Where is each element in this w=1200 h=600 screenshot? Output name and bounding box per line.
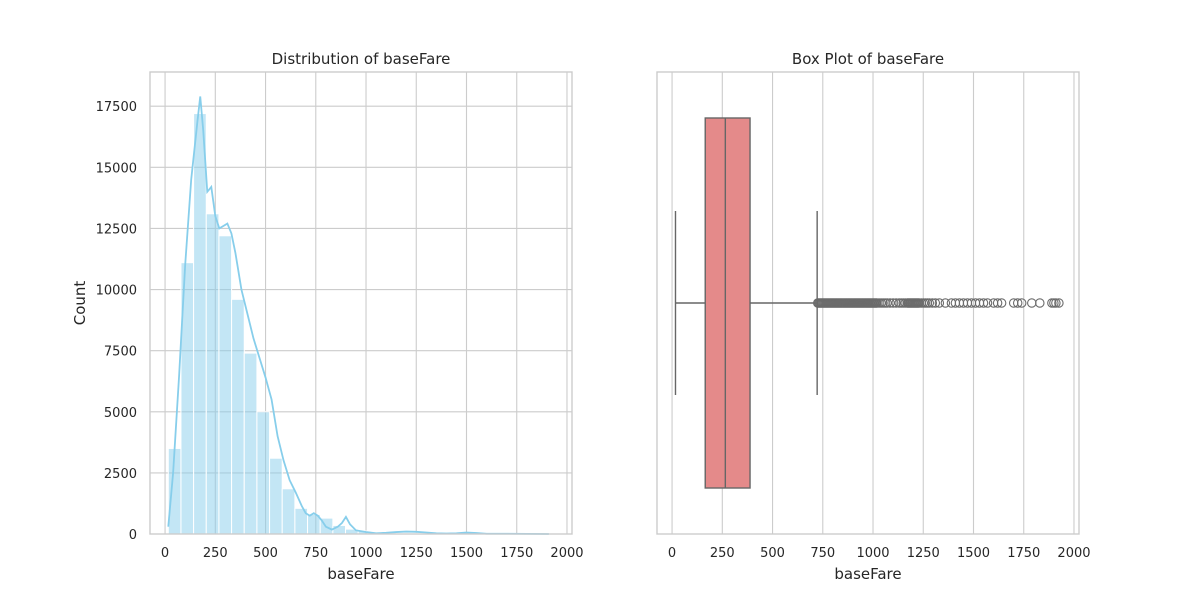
- histogram-y-tick-label: 15000: [96, 161, 137, 176]
- histogram-bar: [332, 524, 347, 535]
- histogram-bar: [193, 113, 207, 535]
- outlier-point: [1027, 298, 1037, 308]
- histogram-bar: [218, 235, 233, 535]
- boxplot-panel: 0 250 500 750 1000 1250 1500 1750 2000 Box Plot …: [656, 50, 1091, 583]
- boxplot-x-tick-label: 0: [668, 546, 676, 561]
- outlier-point: [1049, 298, 1059, 308]
- histogram-y-tick-label: 2500: [104, 467, 137, 482]
- boxplot-x-tick-label: 250: [710, 546, 735, 561]
- histogram-x-tick-label: 1000: [349, 546, 382, 561]
- outlier-point: [940, 298, 951, 308]
- boxplot-title: Box Plot of baseFare: [792, 50, 944, 68]
- histogram-title: Distribution of baseFare: [272, 50, 451, 68]
- outlier-point: [934, 298, 945, 308]
- histogram-x-axis-label: baseFare: [327, 565, 394, 583]
- histogram-frame: [149, 71, 573, 535]
- histogram-x-tick-label: 0: [161, 546, 169, 561]
- outlier-point: [891, 298, 901, 308]
- histogram-bar: [231, 298, 245, 535]
- histogram-x-tick-label: 250: [203, 546, 228, 561]
- boxplot-frame: [656, 71, 1080, 535]
- outlier-point: [1012, 298, 1023, 308]
- boxplot-x-tick-label: 1500: [957, 546, 990, 561]
- histogram-y-tick-label: 5000: [104, 406, 137, 421]
- histogram-x-tick-label: 2000: [550, 546, 583, 561]
- outlier-point: [930, 298, 941, 308]
- outlier-point: [992, 298, 1003, 308]
- outlier-point: [1054, 298, 1064, 308]
- outlier-point: [982, 298, 993, 308]
- histogram-bar: [256, 411, 271, 535]
- outlier-point: [1035, 298, 1045, 308]
- histogram-y-tick-label: 7500: [104, 345, 137, 360]
- histogram-x-tick-label: 1500: [450, 546, 483, 561]
- histogram-bar: [281, 488, 296, 535]
- boxplot-x-tick-label: 750: [810, 546, 835, 561]
- boxplot-x-tick-label: 1250: [907, 546, 940, 561]
- histogram-x-tick-label: 1750: [500, 546, 533, 561]
- boxplot-x-tick-label: 1000: [856, 546, 889, 561]
- outlier-point: [978, 298, 989, 308]
- boxplot-body: [674, 117, 818, 489]
- boxplot-x-tick-label: 2000: [1057, 546, 1090, 561]
- histogram-y-ticks: 0 2500 5000 7500 10000 12500 15000 17500: [96, 100, 137, 543]
- histogram-bar: [243, 352, 258, 535]
- histogram-y-tick-label: 17500: [96, 100, 137, 115]
- histogram-x-ticks: 0 250 500 750 1000 1250 1500 1750 2000: [161, 546, 584, 561]
- outlier-point: [1051, 298, 1061, 308]
- histogram-panel: 0 250 500 750 1000 1250 1500 1750 2000 0 2500 5000…: [71, 50, 584, 583]
- histogram-x-tick-label: 1250: [400, 546, 433, 561]
- histogram-x-tick-label: 500: [253, 546, 278, 561]
- histogram-y-tick-label: 12500: [96, 222, 137, 237]
- boxplot-x-tick-label: 500: [760, 546, 785, 561]
- boxplot-x-axis-label: baseFare: [834, 565, 901, 583]
- histogram-y-axis-label: Count: [71, 281, 89, 326]
- interquartile-box: [704, 117, 751, 489]
- histogram-x-tick-label: 750: [303, 546, 328, 561]
- outlier-point: [885, 298, 895, 308]
- boxplot-x-tick-label: 1750: [1007, 546, 1040, 561]
- outlier-point: [924, 298, 935, 308]
- outlier-point: [996, 298, 1007, 308]
- boxplot-outliers: [813, 298, 1064, 308]
- kde-curve: [167, 96, 549, 535]
- outlier-point: [882, 298, 892, 308]
- histogram-bar: [269, 457, 283, 535]
- outlier-point: [1016, 298, 1027, 308]
- histogram-bars: [167, 113, 562, 535]
- histogram-y-tick-label: 0: [129, 528, 137, 543]
- histogram-y-tick-label: 10000: [96, 284, 137, 299]
- boxplot-x-ticks: 0 250 500 750 1000 1250 1500 1750 2000: [668, 546, 1091, 561]
- outlier-point: [927, 298, 938, 308]
- histogram-bar: [205, 213, 220, 535]
